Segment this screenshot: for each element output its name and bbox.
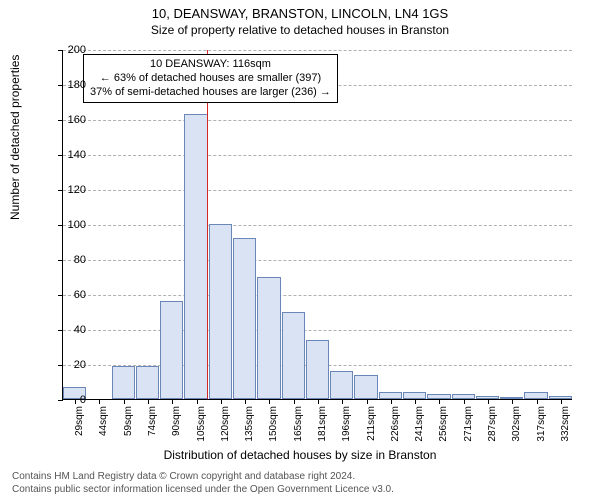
histogram-bar (379, 392, 402, 399)
footer-line-2: Contains public sector information licen… (12, 484, 394, 497)
x-tick-label: 181sqm (317, 406, 328, 450)
x-tick-label: 317sqm (536, 406, 547, 450)
annotation-line-2: ← 63% of detached houses are smaller (39… (90, 72, 331, 86)
x-tick-label: 241sqm (414, 406, 425, 450)
x-axis-label: Distribution of detached houses by size … (0, 448, 600, 462)
x-tick-mark (318, 399, 319, 404)
histogram-bar (184, 114, 207, 399)
x-tick-label: 332sqm (560, 406, 571, 450)
x-tick-mark (561, 399, 562, 404)
histogram-bar (524, 392, 547, 399)
histogram-bar (209, 224, 232, 399)
x-tick-label: 90sqm (171, 406, 182, 450)
chart-plot-area: 10 DEANSWAY: 116sqm← 63% of detached hou… (62, 50, 572, 400)
x-tick-label: 44sqm (98, 406, 109, 450)
y-tick-label: 100 (56, 219, 86, 231)
x-tick-label: 105sqm (196, 406, 207, 450)
x-tick-mark (269, 399, 270, 404)
histogram-bar (136, 366, 159, 399)
histogram-bar (257, 277, 280, 400)
y-tick-label: 200 (56, 44, 86, 56)
annotation-box: 10 DEANSWAY: 116sqm← 63% of detached hou… (83, 54, 338, 103)
y-axis-label: Number of detached properties (8, 55, 22, 220)
x-tick-label: 302sqm (511, 406, 522, 450)
x-tick-label: 29sqm (74, 406, 85, 450)
x-tick-mark (488, 399, 489, 404)
y-tick-label: 180 (56, 79, 86, 91)
annotation-line-3: 37% of semi-detached houses are larger (… (90, 86, 331, 100)
gridline (63, 330, 572, 331)
x-tick-label: 226sqm (390, 406, 401, 450)
x-tick-mark (537, 399, 538, 404)
gridline (63, 295, 572, 296)
x-tick-mark (415, 399, 416, 404)
gridline (63, 260, 572, 261)
x-tick-mark (294, 399, 295, 404)
x-tick-label: 74sqm (147, 406, 158, 450)
x-tick-label: 150sqm (268, 406, 279, 450)
y-tick-label: 20 (56, 359, 86, 371)
histogram-bar (330, 371, 353, 399)
y-tick-label: 40 (56, 324, 86, 336)
x-tick-label: 287sqm (487, 406, 498, 450)
attribution-footer: Contains HM Land Registry data © Crown c… (12, 471, 394, 496)
x-tick-label: 135sqm (244, 406, 255, 450)
y-tick-label: 0 (56, 394, 86, 406)
x-tick-label: 165sqm (293, 406, 304, 450)
x-tick-label: 120sqm (220, 406, 231, 450)
histogram-bar (112, 366, 135, 399)
gridline (63, 50, 572, 51)
gridline (63, 155, 572, 156)
histogram-bar (233, 238, 256, 399)
y-tick-label: 80 (56, 254, 86, 266)
histogram-bar (160, 301, 183, 399)
x-tick-mark (464, 399, 465, 404)
x-tick-label: 256sqm (438, 406, 449, 450)
y-tick-label: 60 (56, 289, 86, 301)
x-tick-mark (172, 399, 173, 404)
gridline (63, 190, 572, 191)
x-tick-label: 196sqm (341, 406, 352, 450)
x-tick-mark (512, 399, 513, 404)
gridline (63, 120, 572, 121)
x-tick-mark (439, 399, 440, 404)
x-tick-label: 211sqm (366, 406, 377, 450)
histogram-bar (306, 340, 329, 400)
chart-subtitle: Size of property relative to detached ho… (0, 21, 600, 37)
footer-line-1: Contains HM Land Registry data © Crown c… (12, 471, 394, 484)
x-tick-mark (197, 399, 198, 404)
x-tick-mark (245, 399, 246, 404)
gridline (63, 225, 572, 226)
x-tick-mark (148, 399, 149, 404)
x-tick-label: 59sqm (123, 406, 134, 450)
histogram-bar (403, 392, 426, 399)
x-tick-mark (221, 399, 222, 404)
histogram-bar (354, 375, 377, 400)
x-tick-mark (391, 399, 392, 404)
x-tick-mark (124, 399, 125, 404)
y-tick-label: 160 (56, 114, 86, 126)
x-tick-mark (99, 399, 100, 404)
histogram-bar (282, 312, 305, 400)
x-tick-mark (367, 399, 368, 404)
y-tick-label: 140 (56, 149, 86, 161)
x-tick-mark (342, 399, 343, 404)
x-tick-label: 271sqm (463, 406, 474, 450)
chart-title: 10, DEANSWAY, BRANSTON, LINCOLN, LN4 1GS (0, 0, 600, 21)
y-tick-label: 120 (56, 184, 86, 196)
annotation-line-1: 10 DEANSWAY: 116sqm (90, 58, 331, 72)
